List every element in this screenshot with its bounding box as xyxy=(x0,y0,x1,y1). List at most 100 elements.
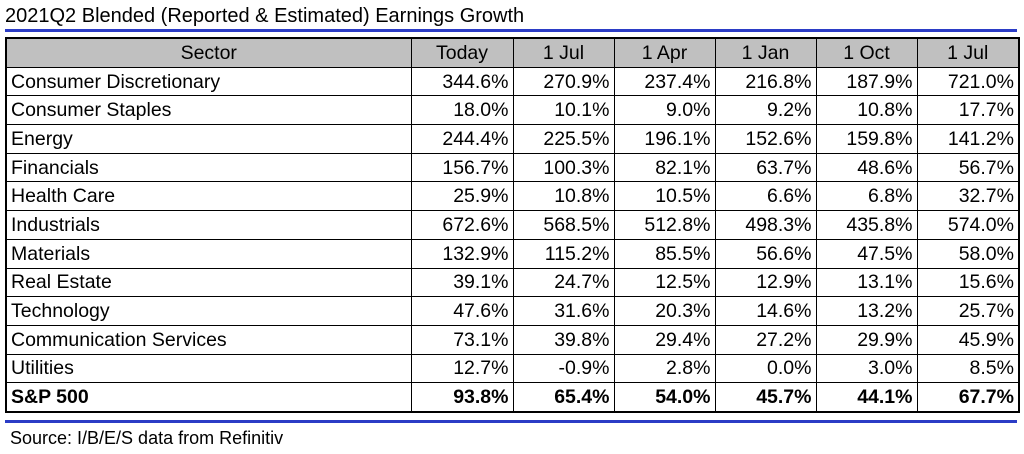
growth-value-cell: 13.1% xyxy=(815,267,918,298)
table-row: Technology 47.6% 31.6% 20.3% 14.6% 13.2% 25.7% xyxy=(5,296,1020,326)
table-row: Materials 132.9% 115.2% 85.5% 56.6% 47.5% 58.0… xyxy=(5,238,1020,269)
growth-value-cell: 73.1% xyxy=(410,324,514,355)
sector-cell: Communication Services xyxy=(5,324,412,355)
growth-value-cell: 56.6% xyxy=(714,238,817,269)
growth-value-cell: 13.2% xyxy=(815,296,918,326)
growth-value-cell: 270.9% xyxy=(512,66,615,97)
growth-value-cell: 0.0% xyxy=(714,353,817,384)
growth-value-cell: 93.8% xyxy=(410,382,514,413)
growth-value-cell: 54.0% xyxy=(613,382,716,413)
growth-value-cell: 18.0% xyxy=(410,95,514,126)
growth-value-cell: 29.4% xyxy=(613,324,716,355)
growth-value-cell: 100.3% xyxy=(512,152,615,183)
growth-value-cell: 3.0% xyxy=(815,353,918,384)
sector-cell: Real Estate xyxy=(5,267,412,298)
growth-value-cell: 10.1% xyxy=(512,95,615,126)
growth-value-cell: 85.5% xyxy=(613,238,716,269)
growth-value-cell: 10.8% xyxy=(512,181,615,212)
growth-value-cell: 39.1% xyxy=(410,267,514,298)
source-note: Source: I/B/E/S data from Refinitiv xyxy=(10,428,284,448)
table-row: Communication Services 73.1% 39.8% 29.4% 27.… xyxy=(5,324,1020,355)
sector-cell: Financials xyxy=(5,152,412,183)
growth-value-cell: 31.6% xyxy=(512,296,615,326)
growth-value-cell: 152.6% xyxy=(714,124,817,154)
sector-cell: Industrials xyxy=(5,210,412,240)
table-bottom-rule xyxy=(5,420,1017,423)
growth-value-cell: 15.6% xyxy=(916,267,1020,298)
growth-value-cell: 9.2% xyxy=(714,95,817,126)
growth-value-cell: 10.5% xyxy=(613,181,716,212)
growth-value-cell: 225.5% xyxy=(512,124,615,154)
table-body: Consumer Discretionary 344.6% 270.9% 237.4%… xyxy=(5,66,1020,413)
earnings-growth-table: Sector Today 1 Jul 1 Apr 1 Jan 1 Oct 1 Jul Con… xyxy=(5,37,1020,413)
growth-value-cell: 47.6% xyxy=(410,296,514,326)
growth-value-cell: 47.5% xyxy=(815,238,918,269)
column-header-date: 1 Oct xyxy=(815,37,918,68)
growth-value-cell: 12.5% xyxy=(613,267,716,298)
table-row: Industrials 672.6% 568.5% 512.8% 498.3% 435.8… xyxy=(5,210,1020,240)
growth-value-cell: 237.4% xyxy=(613,66,716,97)
growth-value-cell: 12.9% xyxy=(714,267,817,298)
table-row: Real Estate 39.1% 24.7% 12.5% 12.9% 13.1% 15.6… xyxy=(5,267,1020,298)
growth-value-cell: -0.9% xyxy=(512,353,615,384)
growth-value-cell: 8.5% xyxy=(916,353,1020,384)
growth-value-cell: 721.0% xyxy=(916,66,1020,97)
growth-value-cell: 141.2% xyxy=(916,124,1020,154)
growth-value-cell: 45.7% xyxy=(714,382,817,413)
table-row: Utilities 12.7% -0.9% 2.8% 0.0% 3.0% 8.5% xyxy=(5,353,1020,384)
growth-value-cell: 45.9% xyxy=(916,324,1020,355)
growth-value-cell: 67.7% xyxy=(916,382,1020,413)
sector-cell: Consumer Discretionary xyxy=(5,66,412,97)
column-header-sector: Sector xyxy=(5,37,412,68)
page-title: 2021Q2 Blended (Reported & Estimated) Ea… xyxy=(5,5,525,27)
growth-value-cell: 63.7% xyxy=(714,152,817,183)
growth-value-cell: 48.6% xyxy=(815,152,918,183)
growth-value-cell: 512.8% xyxy=(613,210,716,240)
column-header-date: Today xyxy=(410,37,514,68)
growth-value-cell: 32.7% xyxy=(916,181,1020,212)
growth-value-cell: 39.8% xyxy=(512,324,615,355)
sector-cell: Materials xyxy=(5,238,412,269)
growth-value-cell: 20.3% xyxy=(613,296,716,326)
growth-value-cell: 29.9% xyxy=(815,324,918,355)
table-row: Consumer Discretionary 344.6% 270.9% 237.4%… xyxy=(5,66,1020,97)
growth-value-cell: 216.8% xyxy=(714,66,817,97)
growth-value-cell: 2.8% xyxy=(613,353,716,384)
growth-value-cell: 14.6% xyxy=(714,296,817,326)
sector-cell: Utilities xyxy=(5,353,412,384)
growth-value-cell: 244.4% xyxy=(410,124,514,154)
growth-value-cell: 12.7% xyxy=(410,353,514,384)
growth-value-cell: 156.7% xyxy=(410,152,514,183)
growth-value-cell: 574.0% xyxy=(916,210,1020,240)
growth-value-cell: 25.7% xyxy=(916,296,1020,326)
column-header-date: 1 Jan xyxy=(714,37,817,68)
sector-cell: Technology xyxy=(5,296,412,326)
growth-value-cell: 435.8% xyxy=(815,210,918,240)
growth-value-cell: 10.8% xyxy=(815,95,918,126)
growth-value-cell: 568.5% xyxy=(512,210,615,240)
growth-value-cell: 24.7% xyxy=(512,267,615,298)
growth-value-cell: 58.0% xyxy=(916,238,1020,269)
growth-value-cell: 187.9% xyxy=(815,66,918,97)
growth-value-cell: 672.6% xyxy=(410,210,514,240)
growth-value-cell: 65.4% xyxy=(512,382,615,413)
sector-cell: S&P 500 xyxy=(5,382,412,413)
sector-cell: Consumer Staples xyxy=(5,95,412,126)
table-row: Health Care 25.9% 10.8% 10.5% 6.6% 6.8% 32.7% xyxy=(5,181,1020,212)
growth-value-cell: 6.8% xyxy=(815,181,918,212)
growth-value-cell: 6.6% xyxy=(714,181,817,212)
growth-value-cell: 25.9% xyxy=(410,181,514,212)
growth-value-cell: 17.7% xyxy=(916,95,1020,126)
growth-value-cell: 344.6% xyxy=(410,66,514,97)
growth-value-cell: 27.2% xyxy=(714,324,817,355)
table-row: Financials 156.7% 100.3% 82.1% 63.7% 48.6% 56.… xyxy=(5,152,1020,183)
growth-value-cell: 44.1% xyxy=(815,382,918,413)
title-underline xyxy=(5,29,1017,32)
growth-value-cell: 56.7% xyxy=(916,152,1020,183)
growth-value-cell: 82.1% xyxy=(613,152,716,183)
growth-value-cell: 159.8% xyxy=(815,124,918,154)
growth-value-cell: 132.9% xyxy=(410,238,514,269)
column-header-date: 1 Jul xyxy=(916,37,1020,68)
growth-value-cell: 115.2% xyxy=(512,238,615,269)
growth-value-cell: 9.0% xyxy=(613,95,716,126)
